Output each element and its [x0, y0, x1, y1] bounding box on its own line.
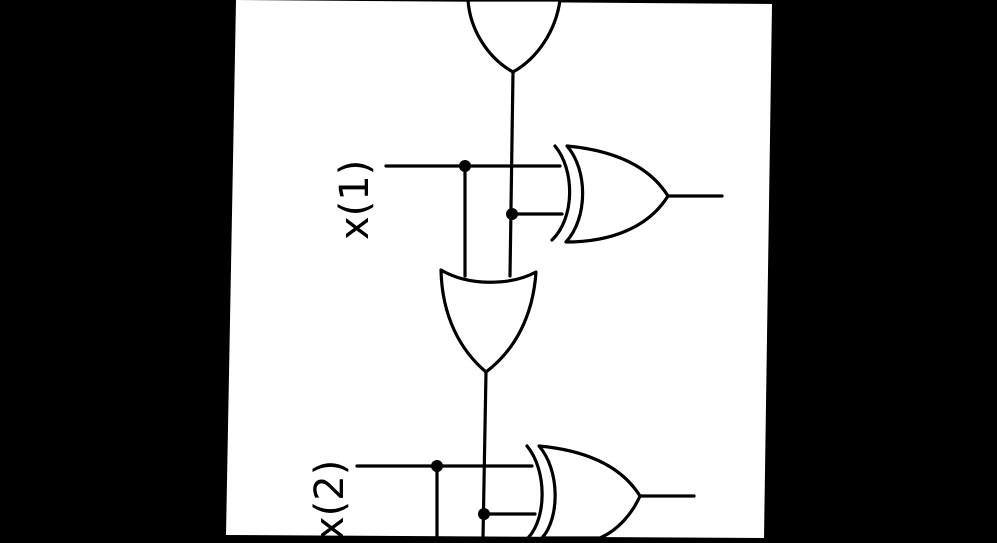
label-x1: x(1)	[332, 160, 378, 240]
label-x2: x(2)	[307, 460, 353, 538]
xor-gate-2-extra-arc	[525, 444, 544, 540]
xor-gate-2	[537, 444, 642, 540]
paper-sheet	[226, 0, 772, 538]
or-gate-middle	[439, 268, 538, 374]
wire-top-or-to-lower-or	[508, 70, 515, 278]
xor-gate-1	[564, 144, 670, 244]
xor-gate-1-extra-arc	[550, 144, 572, 242]
